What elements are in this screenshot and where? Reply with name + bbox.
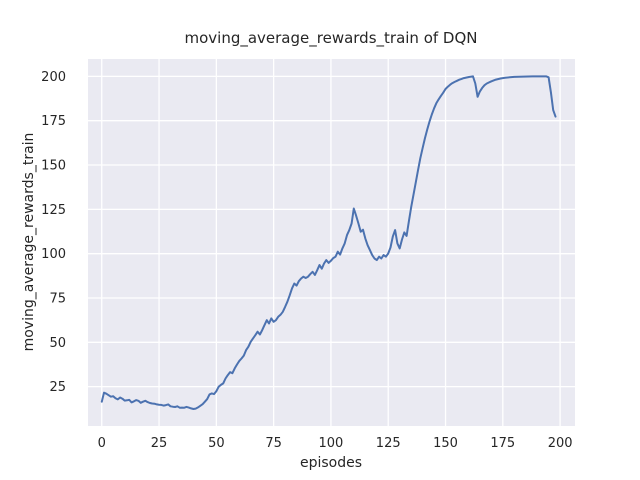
x-tick-label: 100	[319, 436, 344, 451]
y-tick-label: 25	[49, 380, 66, 395]
y-tick-label: 75	[49, 291, 66, 306]
chart-title: moving_average_rewards_train of DQN	[184, 29, 477, 48]
data-series	[100, 75, 557, 410]
x-tick-label: 50	[208, 436, 225, 451]
x-tick-label: 175	[490, 436, 515, 451]
x-tick-label: 125	[376, 436, 401, 451]
y-tick-label: 125	[41, 203, 66, 218]
y-axis-tick-labels: 25 50 75 100 125 150 175 200	[41, 70, 66, 395]
y-axis-label: moving_average_rewards_train	[21, 133, 37, 352]
x-axis-tick-labels: 0 25 50 75 100 125 150 175 200	[98, 436, 573, 451]
y-tick-label: 100	[41, 247, 66, 262]
y-tick-label: 150	[41, 159, 66, 174]
reward-line	[100, 75, 557, 410]
x-axis-label: episodes	[300, 455, 362, 471]
x-tick-label: 75	[265, 436, 282, 451]
grid-lines	[88, 59, 575, 426]
x-tick-label: 150	[433, 436, 458, 451]
x-tick-label: 25	[151, 436, 168, 451]
y-tick-label: 50	[49, 336, 66, 351]
x-tick-label: 0	[98, 436, 106, 451]
x-tick-label: 200	[548, 436, 573, 451]
y-tick-label: 200	[41, 70, 66, 85]
y-tick-label: 175	[41, 114, 66, 129]
